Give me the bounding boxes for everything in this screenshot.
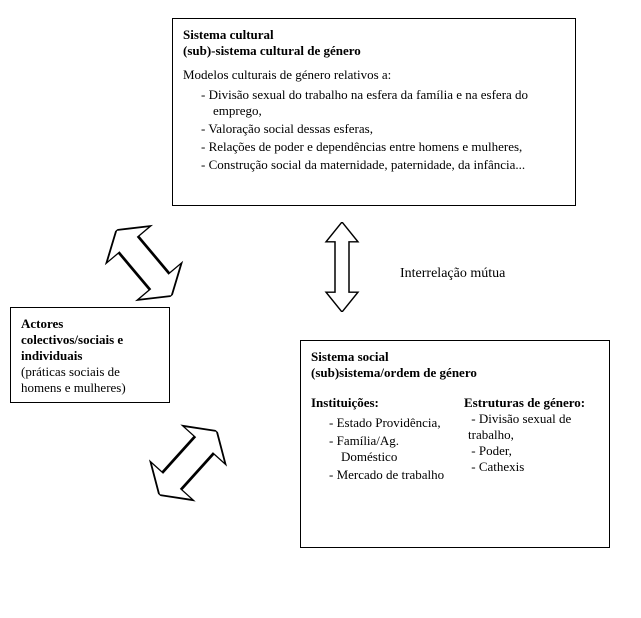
box-actors: Actores colectivos/sociais e individuais… (10, 307, 170, 403)
box-social: Sistema social (sub)sistema/ordem de gén… (300, 340, 610, 548)
list-item: - Poder, (468, 443, 599, 459)
list-item: Relações de poder e dependências entre h… (201, 139, 565, 155)
box-cultural: Sistema cultural (sub)-sistema cultural … (172, 18, 576, 206)
box-actors-title3: individuais (21, 348, 159, 364)
list-item: Mercado de trabalho (329, 467, 446, 483)
box-cultural-title1: Sistema cultural (183, 27, 565, 43)
box-actors-title1: Actores (21, 316, 159, 332)
box-social-title2: (sub)sistema/ordem de género (311, 365, 599, 381)
list-item: Estado Providência, (329, 415, 446, 431)
box-cultural-title2: (sub)-sistema cultural de género (183, 43, 565, 59)
list-item: Divisão sexual do trabalho na esfera da … (201, 87, 565, 119)
list-item: Valoração social dessas esferas, (201, 121, 565, 137)
col-title: Instituições: (311, 395, 446, 411)
arrow-actors-social (132, 407, 243, 519)
social-col-instituicoes: Instituições: Estado Providência, Famíli… (311, 395, 446, 485)
social-col-estruturas: Estruturas de género: - Divisão sexual d… (464, 395, 599, 485)
box-social-title1: Sistema social (311, 349, 599, 365)
box-cultural-list: Divisão sexual do trabalho na esfera da … (183, 87, 565, 173)
arrow-cultural-actors (89, 207, 199, 319)
list-item: - Cathexis (468, 459, 599, 475)
list-item: - Divisão sexual de trabalho, (468, 411, 599, 443)
list-item: Construção social da maternidade, patern… (201, 157, 565, 173)
box-actors-sub: (práticas sociais de homens e mulheres) (21, 364, 159, 396)
list-item: Família/Ag. Doméstico (329, 433, 446, 465)
arrow-cultural-social (322, 222, 362, 312)
box-cultural-lead: Modelos culturais de género relativos a: (183, 67, 565, 83)
box-actors-title2: colectivos/sociais e (21, 332, 159, 348)
label-interrelacao: Interrelação mútua (400, 266, 505, 282)
col-title: Estruturas de género: (464, 395, 599, 411)
